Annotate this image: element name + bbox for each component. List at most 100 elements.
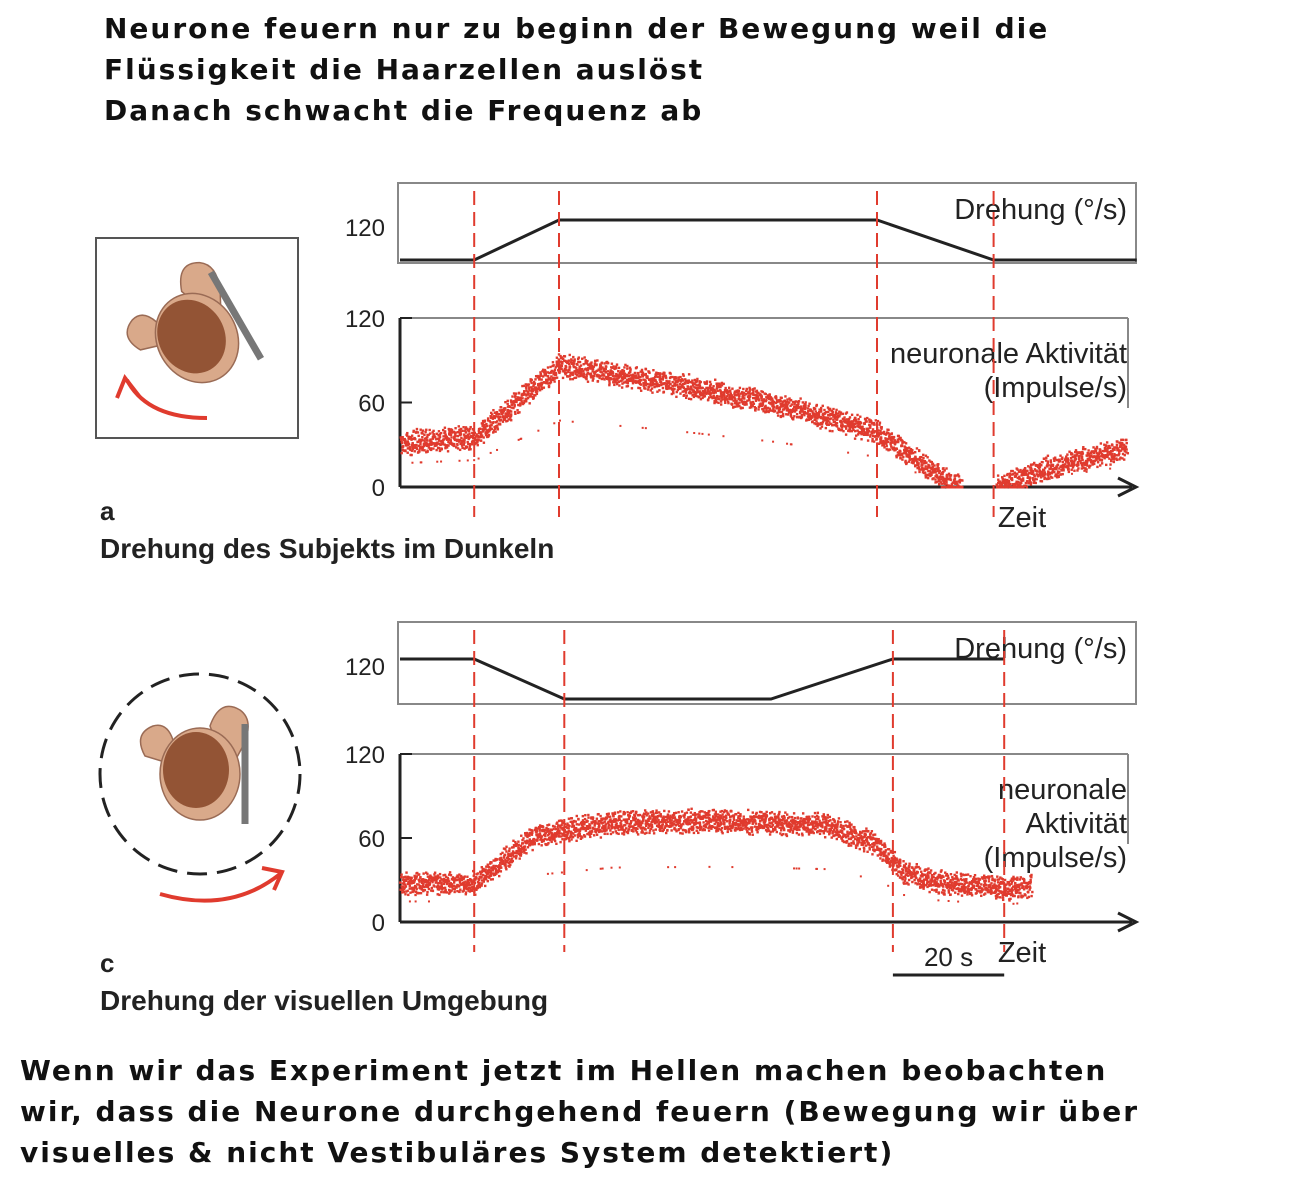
activity-point xyxy=(493,866,496,869)
activity-point xyxy=(704,826,708,829)
activity-point xyxy=(1106,453,1109,457)
activity-point xyxy=(868,426,872,429)
activity-point xyxy=(476,880,480,884)
activity-point xyxy=(409,891,412,894)
activity-point xyxy=(707,816,711,820)
activity-point xyxy=(538,388,542,392)
activity-point xyxy=(855,422,858,425)
activity-point xyxy=(857,425,861,429)
activity-point xyxy=(583,817,587,821)
activity-point xyxy=(905,461,908,465)
activity-point xyxy=(737,811,740,815)
activity-point xyxy=(628,814,632,818)
activity-point xyxy=(904,446,907,449)
activity-point xyxy=(891,446,894,449)
activity-point xyxy=(703,395,707,398)
activity-point xyxy=(592,365,596,368)
activity-point xyxy=(601,826,604,829)
activity-point xyxy=(453,879,456,883)
activity-point xyxy=(418,438,421,441)
activity-point xyxy=(700,825,703,829)
activity-point xyxy=(585,373,588,377)
activity-point xyxy=(521,838,524,842)
activity-point xyxy=(607,377,610,380)
activity-point xyxy=(590,817,593,820)
activity-point xyxy=(698,814,701,817)
activity-point xyxy=(720,816,723,820)
activity-point xyxy=(790,403,794,406)
activity-point xyxy=(891,440,894,443)
activity-point xyxy=(485,865,488,868)
activity-point xyxy=(1076,469,1079,472)
activity-point xyxy=(780,410,784,414)
activity-point xyxy=(426,444,429,448)
activity-point xyxy=(745,403,748,406)
activity-point xyxy=(1098,455,1101,458)
activity-point xyxy=(1046,454,1050,457)
activity-point xyxy=(634,829,638,832)
activity-point xyxy=(1030,471,1033,474)
activity-point xyxy=(671,824,674,827)
activity-point xyxy=(488,430,491,433)
activity-point xyxy=(726,830,729,834)
activity-point xyxy=(614,818,618,821)
activity-point xyxy=(402,876,405,879)
activity-point xyxy=(570,358,573,361)
activity-point xyxy=(485,429,489,432)
activity-point xyxy=(559,419,561,422)
activity-point xyxy=(466,440,469,444)
activity-point xyxy=(569,361,573,364)
activity-point xyxy=(696,390,700,394)
activity-point xyxy=(612,381,615,384)
activity-point xyxy=(599,367,603,371)
activity-point xyxy=(1067,470,1071,474)
activity-point xyxy=(459,883,462,886)
activity-point xyxy=(421,885,425,888)
activity-point xyxy=(430,879,433,882)
activity-point xyxy=(741,824,745,827)
activity-point xyxy=(905,455,908,458)
activity-point xyxy=(719,384,722,387)
activity-point xyxy=(590,364,594,367)
activity-point xyxy=(1073,469,1076,472)
activity-point xyxy=(675,390,678,394)
activity-point xyxy=(606,832,609,836)
activity-point xyxy=(1022,468,1026,471)
activity-point xyxy=(712,808,716,812)
activity-point xyxy=(523,384,526,388)
activity-point xyxy=(442,880,445,883)
activity-point xyxy=(442,435,445,438)
activity-point xyxy=(548,838,552,842)
activity-point xyxy=(821,420,825,424)
activity-point xyxy=(496,412,499,416)
activity-point xyxy=(844,433,848,436)
activity-point xyxy=(544,832,547,835)
activity-point xyxy=(662,371,666,374)
activity-point xyxy=(874,430,877,433)
activity-point xyxy=(782,403,785,406)
activity-point xyxy=(712,819,716,822)
activity-point xyxy=(419,442,422,446)
activity-point xyxy=(561,357,565,361)
activity-point xyxy=(456,889,459,893)
activity-point xyxy=(684,378,687,381)
activity-point xyxy=(786,413,790,416)
activity-point xyxy=(766,394,770,398)
activity-point xyxy=(437,446,441,450)
activity-point xyxy=(404,885,408,888)
activity-point xyxy=(1085,468,1088,471)
activity-point xyxy=(610,362,614,365)
activity-point xyxy=(1080,452,1083,456)
activity-point xyxy=(1028,480,1032,483)
activity-point xyxy=(536,376,539,379)
activity-point xyxy=(703,388,707,391)
activity-point xyxy=(1030,472,1034,475)
activity-point xyxy=(577,818,580,821)
activity-point xyxy=(923,467,927,471)
activity-point xyxy=(572,824,575,828)
activity-point xyxy=(444,437,448,440)
activity-point xyxy=(659,820,663,824)
activity-point xyxy=(1041,471,1044,474)
activity-point xyxy=(795,413,799,416)
activity-point xyxy=(995,483,998,487)
